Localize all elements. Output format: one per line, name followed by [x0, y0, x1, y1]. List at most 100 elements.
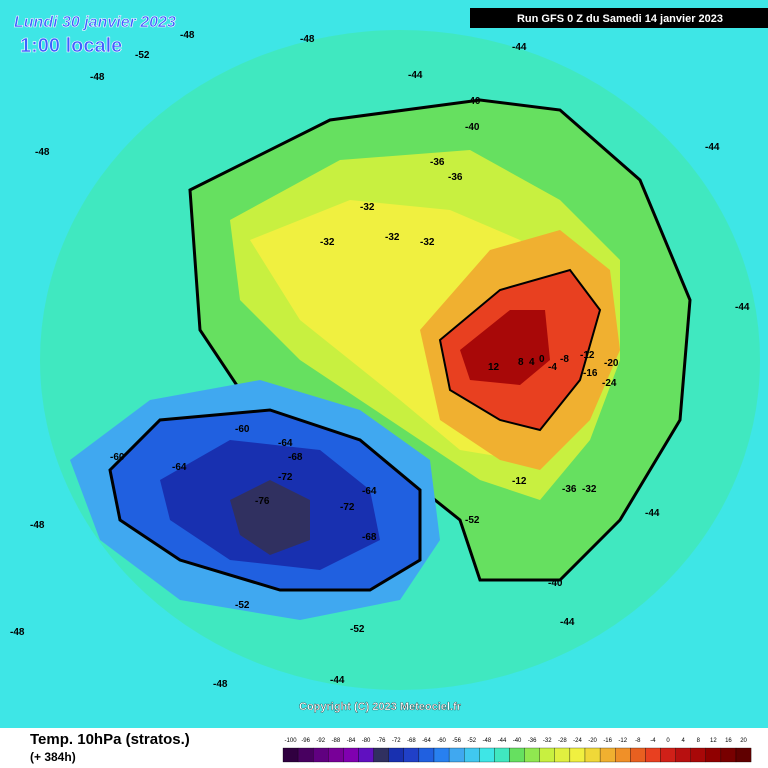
contour-label: -16 [583, 368, 598, 379]
legend-swatch [554, 747, 571, 763]
legend-label: -72 [392, 738, 401, 744]
legend-swatch [479, 747, 495, 763]
contour-label: -52 [465, 515, 480, 526]
legend-swatch [433, 747, 450, 763]
legend-label: -28 [558, 738, 567, 744]
legend-label: -12 [618, 738, 627, 744]
contour-label: -64 [278, 438, 293, 449]
contour-label: -32 [420, 237, 435, 248]
legend-label: -32 [543, 738, 552, 744]
contour-label: -12 [512, 476, 527, 487]
contour-label: -44 [560, 617, 575, 628]
legend-swatch [418, 747, 435, 763]
contour-label: -64 [362, 486, 377, 497]
contour-label: -36 [430, 157, 445, 168]
legend-label: -64 [422, 738, 431, 744]
contour-label: -60 [110, 452, 125, 463]
legend-label: -68 [407, 738, 416, 744]
contour-label: -48 [10, 627, 25, 638]
contour-label: -72 [278, 472, 293, 483]
zone [460, 310, 550, 385]
legend-swatch [735, 747, 752, 763]
legend-label: 4 [681, 738, 685, 744]
contour-label: -44 [512, 42, 527, 53]
legend-swatch [358, 747, 374, 763]
legend-label: -36 [528, 738, 537, 744]
legend-label: -56 [452, 738, 461, 744]
legend-swatch [282, 747, 299, 763]
legend-swatch [569, 747, 586, 763]
contour-label: -52 [135, 50, 150, 61]
legend-label: 16 [725, 738, 732, 744]
legend-label: 12 [710, 738, 717, 744]
legend-swatch [448, 747, 465, 763]
legend-swatch [645, 747, 661, 763]
contour-label: -36 [448, 172, 463, 183]
legend-swatch [464, 747, 480, 763]
legend-label: -92 [316, 738, 325, 744]
legend-label: -76 [377, 738, 386, 744]
copyright: Copyright (C) 2023 Meteociel.fr [299, 701, 462, 713]
contour-label: -24 [602, 378, 617, 389]
contour-label: -32 [320, 237, 335, 248]
legend-swatch [690, 747, 706, 763]
legend-swatch [630, 747, 646, 763]
contour-label: -4 [548, 362, 557, 373]
legend-swatch [388, 747, 404, 763]
lead-time: (+ 384h) [30, 750, 76, 764]
valid-time: 1:00 locale [20, 35, 122, 57]
run-box [470, 8, 768, 28]
contour-label: -32 [582, 484, 597, 495]
contour-label: -48 [90, 72, 105, 83]
contour-label: -48 [30, 520, 45, 531]
contour-label: -44 [705, 142, 720, 153]
contour-label: -32 [360, 202, 375, 213]
legend-label: -8 [635, 738, 641, 744]
contour-label: -32 [385, 232, 400, 243]
contour-label: -36 [562, 484, 577, 495]
legend-swatch [403, 747, 420, 763]
contour-label: -44 [408, 70, 423, 81]
legend-swatch [539, 747, 555, 763]
legend-label: -60 [437, 738, 446, 744]
legend-label: -20 [588, 738, 597, 744]
legend-label: -88 [332, 738, 341, 744]
legend-swatch [373, 747, 389, 763]
contour-label: -72 [340, 502, 355, 513]
contour-label: -60 [235, 424, 250, 435]
legend-label: -80 [362, 738, 371, 744]
legend-label: -84 [347, 738, 356, 744]
legend-swatch [297, 747, 314, 763]
contour-label: -64 [172, 462, 187, 473]
legend-label: 20 [740, 738, 747, 744]
legend-label: -4 [650, 738, 656, 744]
contour-label: -44 [735, 302, 750, 313]
legend-label: 8 [697, 738, 701, 744]
contour-label: 0 [539, 354, 545, 365]
legend-label: -100 [285, 738, 298, 744]
contour-label: -44 [330, 675, 345, 686]
legend-swatch [494, 747, 510, 763]
legend-label: 0 [666, 738, 670, 744]
contour-label: -40 [548, 578, 563, 589]
legend-swatch [599, 747, 616, 763]
contour-label: -8 [560, 354, 569, 365]
legend-swatch [660, 747, 676, 763]
legend-label: -40 [513, 738, 522, 744]
contour-label: -44 [645, 508, 660, 519]
legend-swatch [524, 747, 540, 763]
contour-label: 8 [518, 357, 524, 368]
legend-label: -52 [467, 738, 476, 744]
contour-label: -52 [235, 600, 250, 611]
contour-label: 12 [488, 362, 500, 373]
zone [230, 480, 310, 555]
legend-swatch [675, 747, 691, 763]
contour-label: -48 [300, 34, 315, 45]
contour-label: -40 [465, 122, 480, 133]
legend-label: -96 [301, 738, 310, 744]
legend-swatch [328, 747, 344, 763]
legend-label: -24 [573, 738, 582, 744]
legend-swatch [705, 747, 722, 763]
contour-label: -68 [362, 532, 377, 543]
